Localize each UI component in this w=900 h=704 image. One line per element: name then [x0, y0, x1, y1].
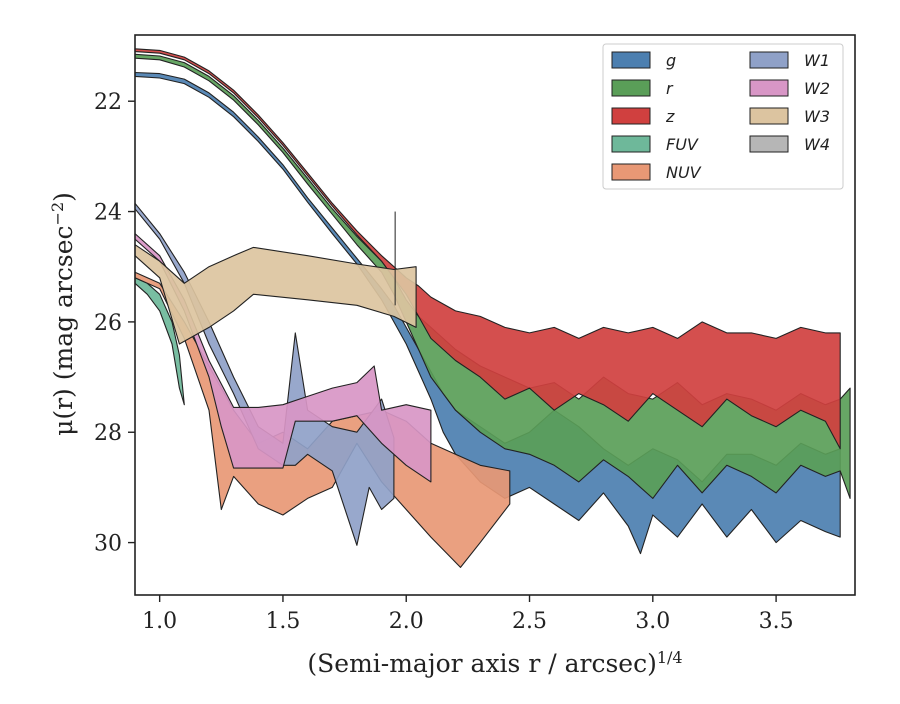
x-axis-label-main: (Semi-major axis r / arcsec) [307, 649, 656, 678]
plot-frame [134, 34, 856, 596]
area-w3 [134, 244, 417, 345]
legend-label-w1: W1 [804, 51, 830, 70]
legend-label-w3: W3 [804, 107, 830, 126]
series-areas [134, 48, 851, 568]
x-tick-label: 1.0 [142, 609, 177, 634]
y-tick-label: 24 [94, 201, 122, 226]
y-tick-label: 28 [94, 421, 122, 446]
y-axis-label-main: μ(r) (mag arcsec [49, 225, 78, 435]
legend-swatch-fuv [611, 135, 651, 153]
legend-swatch-w2 [749, 79, 789, 97]
x-axis-ticks: 1.0 1.5 2.0 2.5 3.0 3.5 [142, 595, 794, 634]
x-tick-label: 2.5 [512, 609, 547, 634]
legend-label-r: r [666, 79, 674, 98]
x-tick-label: 1.5 [265, 609, 300, 634]
y-tick-label: 22 [94, 90, 122, 115]
legend-swatch-nuv [611, 163, 651, 181]
x-axis-label: (Semi-major axis r / arcsec)1/4 [307, 648, 682, 679]
area-w2 [134, 233, 432, 483]
legend: grz FUV NUV W1 W2 W3 W4 [602, 43, 844, 190]
area-z [134, 48, 841, 450]
legend-swatch-z [611, 107, 651, 125]
y-tick-label: 30 [94, 532, 122, 557]
legend-label-g: g [666, 51, 676, 70]
legend-swatch-w4 [749, 135, 789, 153]
x-tick-label: 3.0 [635, 609, 670, 634]
legend-label-w2: W2 [804, 79, 830, 98]
area-fuv [134, 277, 185, 406]
x-tick-label: 2.0 [389, 609, 424, 634]
y-tick-label: 26 [94, 311, 122, 336]
legend-swatch-w1 [749, 51, 789, 69]
y-axis-ticks: 22 24 26 28 30 [94, 90, 135, 557]
area-w1 [134, 202, 395, 546]
legend-label-z: z [665, 107, 675, 126]
legend-swatch-w3 [749, 107, 789, 125]
legend-swatch-r [611, 79, 651, 97]
x-tick-label: 3.5 [759, 609, 794, 634]
y-axis-label-tail: ) [49, 192, 78, 202]
legend-label-fuv: FUV [666, 135, 699, 154]
y-axis-label-sup: −2 [48, 202, 67, 226]
y-axis-label: μ(r) (mag arcsec−2) [48, 192, 79, 436]
legend-label-nuv: NUV [666, 163, 702, 182]
x-axis-label-sup: 1/4 [657, 648, 683, 667]
legend-label-w4: W4 [804, 135, 830, 154]
legend-items: grz FUV NUV W1 W2 W3 W4 [611, 51, 830, 182]
legend-swatch-g [611, 51, 651, 69]
